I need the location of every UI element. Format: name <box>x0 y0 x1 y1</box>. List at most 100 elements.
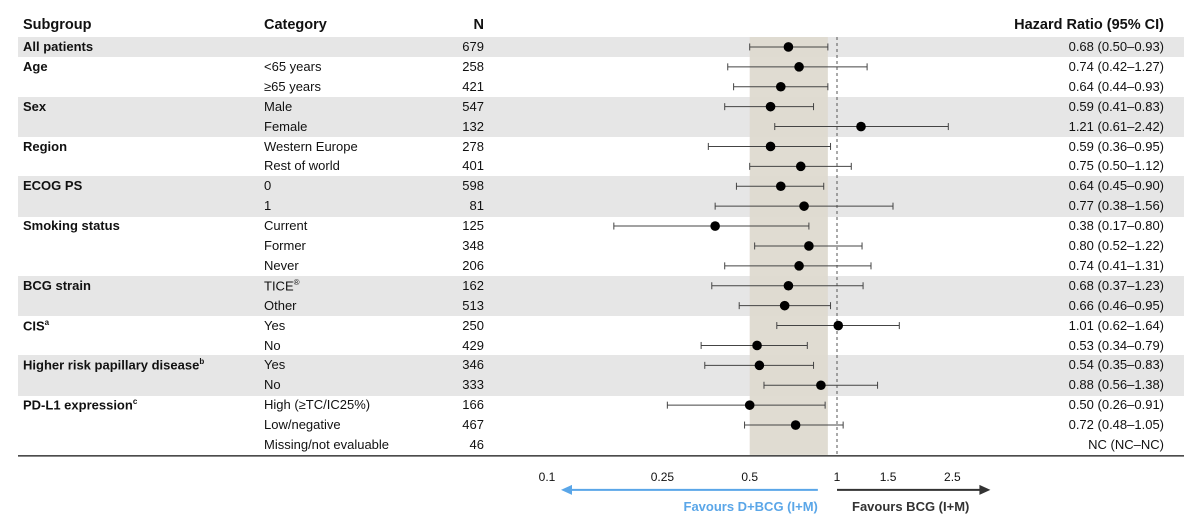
subgroup-label: BCG strain <box>23 277 91 293</box>
hazard-ratio-point <box>790 420 801 430</box>
category-label: 0 <box>264 178 272 194</box>
hazard-ratio-point <box>804 241 814 251</box>
row-band <box>18 37 1184 58</box>
hazard-ratio-point <box>775 81 786 92</box>
subgroup-label: Region <box>23 138 68 154</box>
hazard-ratio-point <box>794 62 804 72</box>
hazard-ratio-point <box>775 181 786 192</box>
category-label: High (≥TC/IC25%) <box>264 397 371 413</box>
n-value: 547 <box>462 98 484 114</box>
subgroup-label: Age <box>23 58 48 74</box>
hazard-ratio-value: 0.74 (0.42–1.27) <box>1068 58 1164 74</box>
category-label: No <box>264 337 281 353</box>
hazard-ratio-value: 0.64 (0.44–0.93) <box>1068 78 1164 94</box>
hazard-ratio-value: 0.68 (0.37–1.23) <box>1068 277 1164 293</box>
favours-right-arrow-head <box>979 484 991 495</box>
category-label: 1 <box>264 198 272 214</box>
category-label: Western Europe <box>264 138 358 154</box>
category-label: Male <box>264 98 293 114</box>
header-subgroup: Subgroup <box>23 17 92 33</box>
footnote-marker: c <box>132 397 138 407</box>
hazard-ratio-value: 0.72 (0.48–1.05) <box>1068 417 1164 433</box>
n-value: 132 <box>462 118 484 134</box>
subgroup-label: PD-L1 expressionc <box>23 397 138 413</box>
hazard-ratio-point <box>795 161 806 172</box>
category-label: Never <box>264 257 299 273</box>
hazard-ratio-value: 0.54 (0.35–0.83) <box>1068 357 1164 373</box>
category-label: TICE® <box>264 277 300 294</box>
n-value: 81 <box>469 198 484 214</box>
hazard-ratio-point <box>765 141 776 152</box>
category-label: Missing/not evaluable <box>264 437 390 452</box>
row-band <box>18 116 1184 137</box>
hazard-ratio-value: 0.75 (0.50–1.12) <box>1068 158 1164 174</box>
n-value: 348 <box>462 238 484 253</box>
hazard-ratio-value: 0.38 (0.17–0.80) <box>1068 218 1164 234</box>
hazard-ratio-value: 0.66 (0.46–0.95) <box>1068 297 1164 313</box>
row-band <box>18 355 1184 376</box>
n-value: 162 <box>462 277 484 293</box>
footnote-marker: a <box>44 317 50 327</box>
category-label: No <box>264 377 281 393</box>
n-value: 46 <box>469 437 484 452</box>
hazard-ratio-point <box>710 221 720 231</box>
category-label: Yes <box>264 317 286 333</box>
hazard-ratio-point <box>799 201 809 211</box>
hazard-ratio-value: 0.88 (0.56–1.38) <box>1068 377 1164 393</box>
row-band <box>18 275 1184 297</box>
hazard-ratio-value: 0.53 (0.34–0.79) <box>1068 337 1164 353</box>
row-band <box>18 176 1184 197</box>
hazard-ratio-value: 0.77 (0.38–1.56) <box>1068 198 1164 214</box>
n-value: 513 <box>462 297 484 313</box>
favours-left-arrow-head <box>561 484 572 495</box>
x-tick-label: 0.1 <box>539 470 556 484</box>
hazard-ratio-point <box>794 261 804 271</box>
hazard-ratio-value: 0.59 (0.36–0.95) <box>1068 138 1164 154</box>
hazard-ratio-value: 0.59 (0.41–0.83) <box>1068 98 1164 114</box>
subgroup-label: All patients <box>23 39 94 54</box>
row-band <box>18 295 1184 317</box>
n-value: 166 <box>462 397 484 413</box>
category-label: Former <box>264 238 306 253</box>
n-value: 467 <box>462 417 484 433</box>
n-value: 598 <box>462 178 484 194</box>
n-value: 346 <box>462 357 484 373</box>
hazard-ratio-value: 0.74 (0.41–1.31) <box>1068 257 1164 273</box>
hazard-ratio-point <box>816 380 826 391</box>
hazard-ratio-value: 0.68 (0.50–0.93) <box>1068 39 1164 54</box>
subgroup-label: Sex <box>23 98 47 114</box>
hazard-ratio-point <box>752 340 762 351</box>
subgroup-label: Smoking status <box>23 218 120 234</box>
hazard-ratio-point <box>783 280 794 291</box>
registered-mark: ® <box>293 277 300 287</box>
hazard-ratio-value: 0.50 (0.26–0.91) <box>1068 397 1164 413</box>
hazard-ratio-value: NC (NC–NC) <box>1088 437 1164 452</box>
n-value: 401 <box>462 158 484 174</box>
header-category: Category <box>264 17 327 33</box>
n-value: 333 <box>462 377 484 393</box>
favours-left-label: Favours D+BCG (I+M) <box>684 499 818 514</box>
n-value: 206 <box>462 257 484 273</box>
hazard-ratio-point <box>765 101 776 112</box>
x-tick-label: 1.5 <box>880 470 897 484</box>
n-value: 679 <box>462 39 484 54</box>
category-label: <65 years <box>264 58 322 74</box>
category-label: Low/negative <box>264 417 341 433</box>
x-tick-label: 2.5 <box>944 470 961 484</box>
category-label: Female <box>264 118 308 134</box>
category-label: Current <box>264 218 308 234</box>
x-tick-label: 0.25 <box>651 470 675 484</box>
hazard-ratio-point <box>856 121 866 132</box>
category-label: Yes <box>264 357 286 373</box>
header-hazard-ratio: Hazard Ratio (95% CI) <box>1014 17 1164 33</box>
category-label: Other <box>264 297 297 313</box>
hazard-ratio-point <box>754 360 765 371</box>
subgroup-label: ECOG PS <box>23 178 83 194</box>
row-band <box>18 96 1184 118</box>
x-tick-label: 1 <box>834 470 841 484</box>
n-value: 250 <box>462 317 484 333</box>
n-value: 421 <box>462 78 484 94</box>
hazard-ratio-point <box>744 400 755 410</box>
